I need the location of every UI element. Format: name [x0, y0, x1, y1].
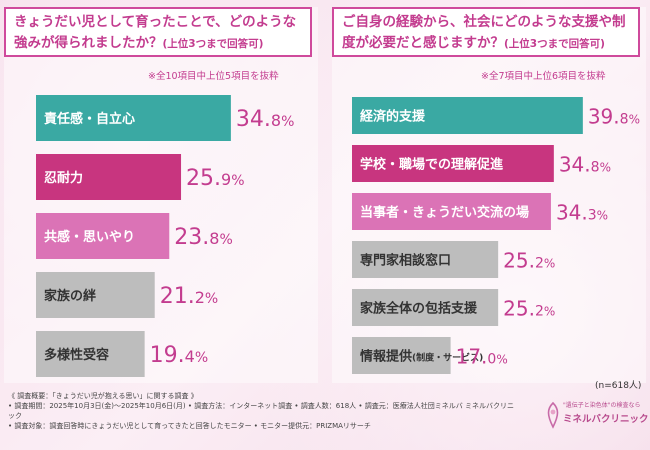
right-question-title: ご自身の経験から、社会にどのような支援や制度が必要だと感じますか？(上位3つまで…	[332, 7, 640, 57]
category-label-1-4: 家族全体の包括支援	[360, 301, 478, 317]
bar-0-4	[36, 331, 145, 377]
bar-1-1	[352, 145, 554, 182]
value-label-1-1: 34.8%	[559, 153, 611, 177]
bar-1-2	[352, 193, 551, 230]
category-label-0-3: 家族の絆	[44, 288, 96, 304]
value-label-1-3: 25.2%	[503, 249, 555, 273]
value-label-0-0: 34.8%	[236, 107, 295, 132]
bar-1-4	[352, 289, 499, 326]
left-note: ※全10項目中上位5項目を抜粋	[148, 71, 279, 82]
left-bar-chart: 責任感・自立心 34.8% 忍耐力 25.9% 共感・思いやり 23.8% 家族の絆 21.2…	[36, 95, 295, 377]
bar-0-0	[36, 95, 231, 141]
bar-0-3	[36, 272, 155, 318]
bar-0-2	[36, 213, 170, 259]
value-label-1-0: 39.8%	[588, 105, 640, 129]
left-question-title: きょうだい児として育ったことで、どのような強みが得られましたか？(上位3つまで回…	[4, 7, 312, 57]
value-label-0-4: 19.4%	[150, 343, 209, 368]
category-label-0-0: 責任感・自立心	[44, 111, 135, 127]
value-label-0-1: 25.9%	[186, 166, 245, 191]
clinic-name: ミネルバクリニック	[563, 414, 649, 425]
value-label-0-2: 23.8%	[174, 225, 233, 250]
footer-line-3: • 調査対象：調査回答時にきょうだい児として育ってきたと回答したモニター • モ…	[8, 422, 371, 430]
value-label-1-4: 25.2%	[503, 297, 555, 321]
left-title-suffix: (上位3つまで回答可)	[162, 38, 264, 50]
category-label-1-0: 経済的支援	[360, 109, 426, 125]
category-label-1-1: 学校・職場での理解促進	[360, 157, 503, 173]
value-label-1-5: 17.0%	[456, 345, 508, 369]
value-label-1-2: 34.3%	[556, 201, 608, 225]
right-note: ※全7項目中上位6項目を抜粋	[481, 71, 606, 82]
category-label-1-2: 当事者・きょうだい交流の場	[360, 205, 529, 221]
footer-line-2: • 調査期間：2025年10月3日(金)～2025年10月6日(月) • 調査方…	[8, 402, 514, 420]
bar-1-5	[352, 337, 451, 374]
right-bar-chart: 経済的支援 39.8% 学校・職場での理解促進 34.8% 当事者・きょうだい交流の場 3…	[352, 97, 640, 374]
footer-line-1: 《 調査概要：「きょうだい児が抱える思い」に関する調査 》	[8, 392, 198, 400]
value-label-0-3: 21.2%	[160, 284, 219, 309]
category-label-0-2: 共感・思いやり	[44, 229, 135, 245]
right-title-text: ご自身の経験から、社会にどのような支援や制度が必要だと感じますか？	[342, 14, 626, 51]
bar-0-1	[36, 154, 182, 200]
clinic-logo: "遺伝子と染色体"の検査なら ミネルバクリニック	[545, 398, 649, 438]
left-chart-panel: きょうだい児として育ったことで、どのような強みが得られましたか？(上位3つまで回…	[4, 7, 318, 383]
category-label-1-3: 専門家相談窓口	[360, 253, 451, 269]
right-title-suffix: (上位3つまで回答可)	[504, 38, 605, 50]
bar-1-0	[352, 97, 583, 134]
right-chart-panel: ご自身の経験から、社会にどのような支援や制度が必要だと感じますか？(上位3つまで…	[332, 7, 646, 383]
category-label-0-1: 忍耐力	[44, 170, 83, 186]
left-title-text: きょうだい児として育ったことで、どのような強みが得られましたか？	[14, 14, 297, 51]
clinic-logo-icon	[547, 401, 559, 429]
survey-footer: 《 調査概要：「きょうだい児が抱える思い」に関する調査 》 • 調査期間：202…	[8, 391, 518, 431]
clinic-slogan: "遺伝子と染色体"の検査なら	[563, 402, 641, 409]
sample-size-note: (n=618人)	[595, 381, 642, 391]
bar-1-3	[352, 241, 499, 278]
category-label-0-4: 多様性受容	[44, 347, 109, 363]
